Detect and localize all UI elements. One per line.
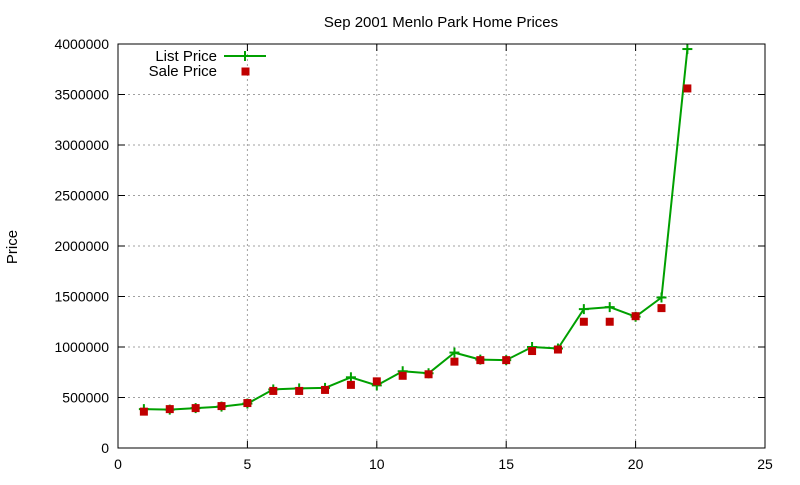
legend-label-sale-price: Sale Price: [149, 63, 217, 80]
y-tick-label: 1500000: [54, 289, 109, 305]
sale-price-point: [217, 402, 226, 411]
y-tick-label: 3500000: [54, 87, 109, 103]
sale-price-point: [191, 404, 200, 413]
sale-price-point: [165, 405, 174, 414]
legend-plus-marker: [240, 51, 250, 61]
y-tick-label: 4000000: [54, 36, 109, 52]
sale-price-point: [139, 407, 148, 416]
sale-price-point: [683, 84, 692, 93]
sale-price-point: [269, 386, 278, 395]
chart-title: Sep 2001 Menlo Park Home Prices: [324, 14, 558, 31]
list-price-point: [578, 304, 589, 315]
sale-price-point: [295, 386, 304, 395]
x-tick-label: 10: [369, 456, 385, 472]
grid: [118, 44, 765, 448]
legend-label-list-price: List Price: [155, 48, 217, 65]
sale-price-point: [243, 399, 252, 408]
list-price-point: [449, 347, 460, 358]
sale-price-point: [502, 356, 511, 365]
list-price-point: [345, 372, 356, 383]
y-tick-label: 0: [101, 440, 109, 456]
legend: List Price Sale Price: [149, 48, 266, 80]
series-layer: [138, 44, 693, 416]
plot-frame: [117, 43, 766, 449]
sale-price-point: [346, 380, 355, 389]
x-tick-label: 5: [244, 456, 252, 472]
x-tick-label: 20: [628, 456, 644, 472]
axis-ticks: [117, 43, 766, 449]
list-price-point: [656, 292, 667, 303]
sale-price-point: [321, 385, 330, 394]
x-tick-label: 25: [757, 456, 773, 472]
sale-price-point: [579, 317, 588, 326]
list-price-point: [682, 44, 693, 55]
sale-price-point: [631, 312, 640, 321]
sale-price-point: [450, 357, 459, 366]
sale-price-point: [476, 356, 485, 365]
y-tick-label: 500000: [62, 390, 109, 406]
sale-price-point: [528, 347, 537, 356]
sale-price-point: [605, 317, 614, 326]
legend-swatch-sale-price: [241, 67, 250, 76]
x-tick-label: 15: [498, 456, 514, 472]
series-line-list-price: [143, 48, 689, 411]
y-tick-label: 2500000: [54, 188, 109, 204]
sale-price-point: [372, 377, 381, 386]
y-tick-label: 3000000: [54, 137, 109, 153]
tick-labels: 0 500000 1000000 1500000 2000000 2500000 30000…: [54, 36, 773, 472]
x-tick-label: 0: [114, 456, 122, 472]
y-axis-label: Price: [4, 230, 21, 264]
sale-price-point: [657, 304, 666, 313]
sale-price-point: [424, 370, 433, 379]
y-tick-label: 1000000: [54, 339, 109, 355]
sale-price-point: [398, 371, 407, 380]
list-price-point: [604, 302, 615, 313]
y-tick-label: 2000000: [54, 238, 109, 254]
sale-price-point: [553, 345, 562, 354]
